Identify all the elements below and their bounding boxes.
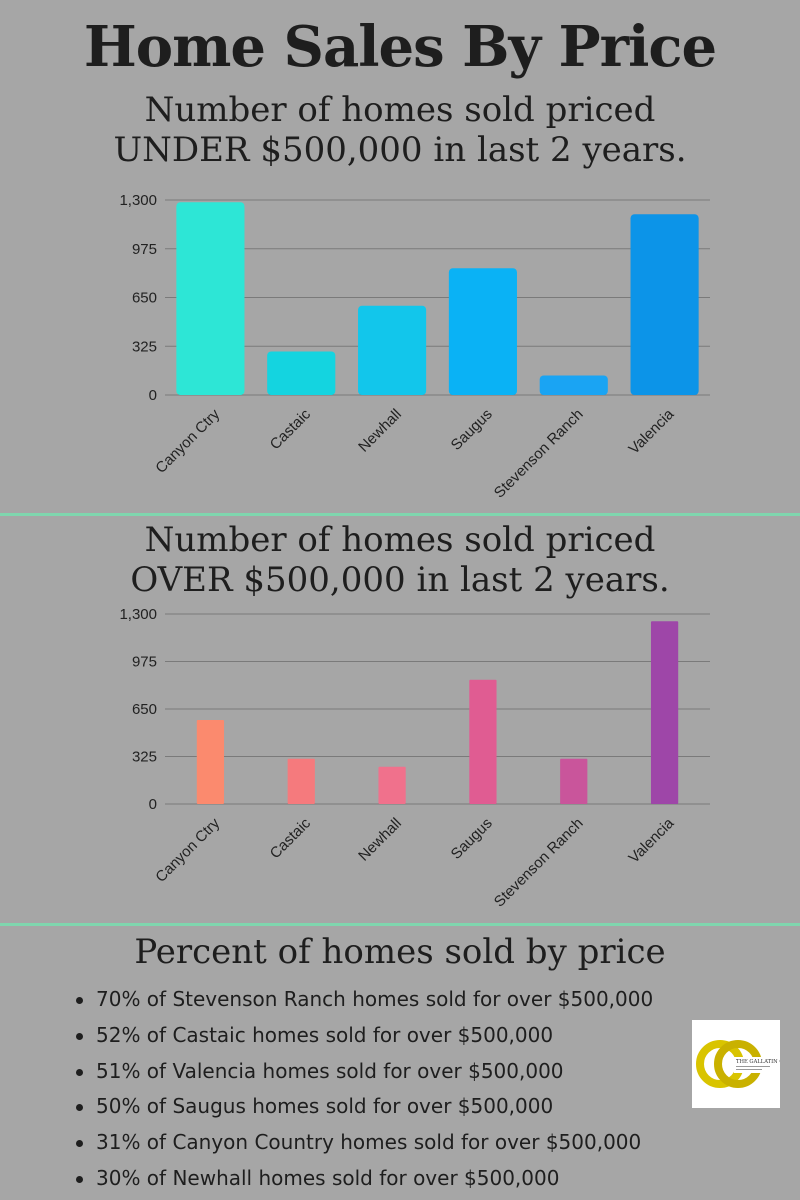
x-tick-label: Newhall: [355, 406, 405, 456]
page-title: Home Sales By Price: [83, 14, 717, 80]
bar: [560, 758, 588, 804]
chart1-heading-line1: Number of homes sold priced: [144, 90, 656, 130]
bar: [630, 214, 699, 395]
y-tick-label: 325: [132, 749, 157, 766]
x-tick-label: Saugus: [448, 406, 496, 454]
percent-heading: Percent of homes sold by price: [134, 932, 666, 972]
x-tick-label: Stevenson Ranch: [491, 406, 587, 502]
bar: [176, 202, 245, 395]
y-tick-label: 975: [132, 241, 157, 258]
bar: [650, 621, 679, 804]
x-tick-label: Valencia: [625, 405, 677, 457]
chart1-heading-line2: UNDER $500,000 in last 2 years.: [113, 130, 687, 170]
chart2-heading-line2: OVER $500,000 in last 2 years.: [130, 560, 670, 600]
chart2-heading-line1: Number of homes sold priced: [144, 520, 656, 560]
list-item: 30% of Newhall homes sold for over $500,…: [70, 1161, 653, 1197]
bar: [539, 375, 608, 395]
y-tick-label: 975: [132, 654, 157, 671]
over-500k-bar-chart: 0 325 650 975 1,300 Canyon Ctry Castaic Newhall…: [119, 606, 710, 911]
x-tick-label: Newhall: [355, 815, 405, 865]
x-tick-label: Saugus: [448, 815, 496, 863]
bar: [448, 268, 517, 395]
gallatin-group-logo: THE GALLATIN GROUP: [692, 1020, 780, 1108]
y-tick-label: 650: [132, 701, 157, 718]
section-divider: [0, 513, 800, 516]
y-tick-label: 0: [149, 796, 157, 813]
bar: [267, 351, 336, 395]
x-tick-label: Castaic: [267, 405, 315, 453]
x-tick-label: Valencia: [625, 814, 677, 866]
x-tick-label: Canyon Ctry: [152, 405, 223, 476]
bar: [469, 679, 497, 804]
section-divider: [0, 923, 800, 926]
bar: [378, 766, 406, 804]
under-500k-bar-chart: 0 325 650 975 1,300 Canyon Ctry Castaic Newhall…: [119, 192, 710, 502]
bar: [287, 758, 315, 804]
list-item: 50% of Saugus homes sold for over $500,0…: [70, 1089, 653, 1125]
chart2-heading: Number of homes sold priced OVER $500,00…: [0, 520, 800, 600]
bar: [196, 719, 225, 804]
y-tick-label: 1,300: [119, 192, 157, 209]
svg-text:THE GALLATIN GROUP: THE GALLATIN GROUP: [736, 1059, 780, 1065]
y-tick-label: 0: [149, 387, 157, 404]
y-tick-label: 1,300: [119, 606, 157, 623]
list-item: 51% of Valencia homes sold for over $500…: [70, 1054, 653, 1090]
y-tick-label: 650: [132, 290, 157, 307]
list-item: 70% of Stevenson Ranch homes sold for ov…: [70, 982, 653, 1018]
percent-list: 70% of Stevenson Ranch homes sold for ov…: [70, 982, 653, 1197]
list-item: 31% of Canyon Country homes sold for ove…: [70, 1125, 653, 1161]
list-item: 52% of Castaic homes sold for over $500,…: [70, 1018, 653, 1054]
x-tick-label: Canyon Ctry: [152, 814, 223, 885]
logo-mark: THE GALLATIN GROUP: [696, 1040, 780, 1088]
y-tick-label: 325: [132, 338, 157, 355]
x-tick-label: Stevenson Ranch: [491, 815, 587, 911]
bar: [358, 305, 427, 395]
chart1-heading: Number of homes sold priced UNDER $500,0…: [0, 90, 800, 170]
x-tick-label: Castaic: [267, 814, 315, 862]
